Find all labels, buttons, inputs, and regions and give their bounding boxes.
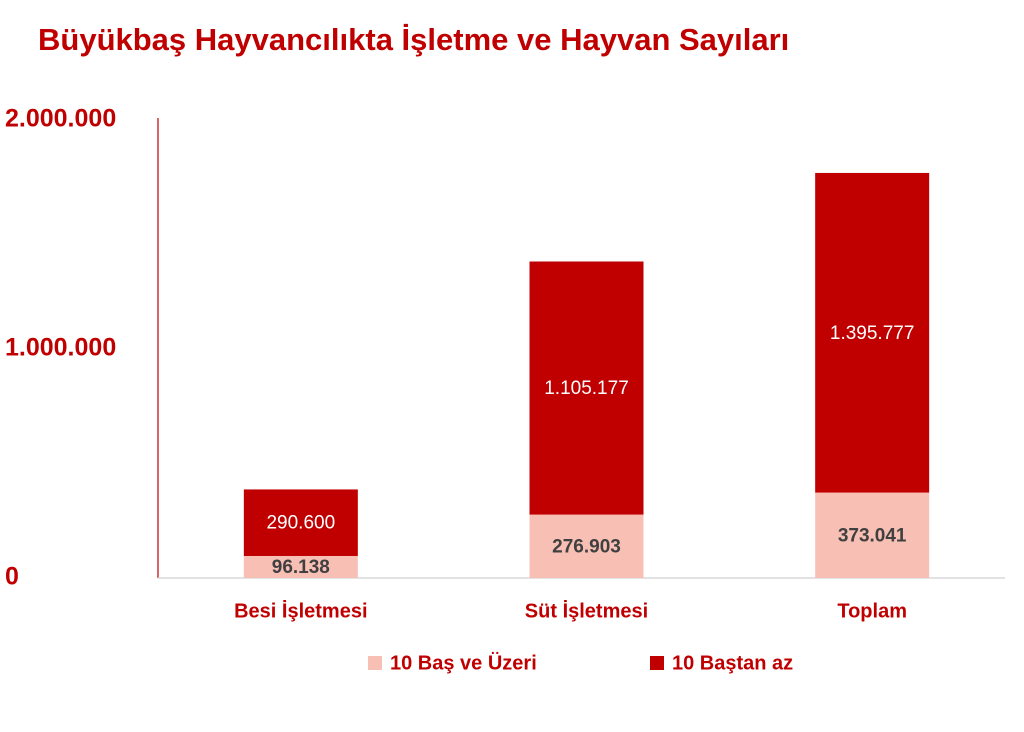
y-tick-label: 1.000.000: [5, 334, 116, 362]
legend-label: 10 Baş ve Üzeri: [390, 651, 537, 674]
bar-segment: [529, 261, 644, 515]
bar-segment: [815, 172, 930, 493]
bar-segment: [529, 514, 644, 578]
y-tick-label: 0: [5, 563, 19, 591]
data-label: 1.395.777: [830, 323, 915, 344]
data-label: 276.903: [552, 536, 621, 557]
legend-swatch: [368, 656, 382, 670]
legend-label: 10 Baştan az: [672, 652, 793, 674]
y-tick-label: 2.000.000: [5, 105, 116, 133]
x-tick-label: Toplam: [837, 600, 907, 622]
bar-segment: [243, 489, 358, 556]
data-label: 373.041: [838, 525, 907, 546]
x-tick-label: Besi İşletmesi: [234, 599, 367, 622]
bar-segment: [243, 555, 358, 578]
data-label: 96.138: [272, 557, 330, 578]
data-label: 1.105.177: [544, 378, 629, 399]
bar-segment: [815, 492, 930, 578]
data-label: 290.600: [266, 513, 335, 534]
x-tick-label: Süt İşletmesi: [525, 599, 648, 622]
legend-swatch: [650, 656, 664, 670]
chart-title: Büyükbaş Hayvancılıkta İşletme ve Hayvan…: [38, 22, 789, 57]
